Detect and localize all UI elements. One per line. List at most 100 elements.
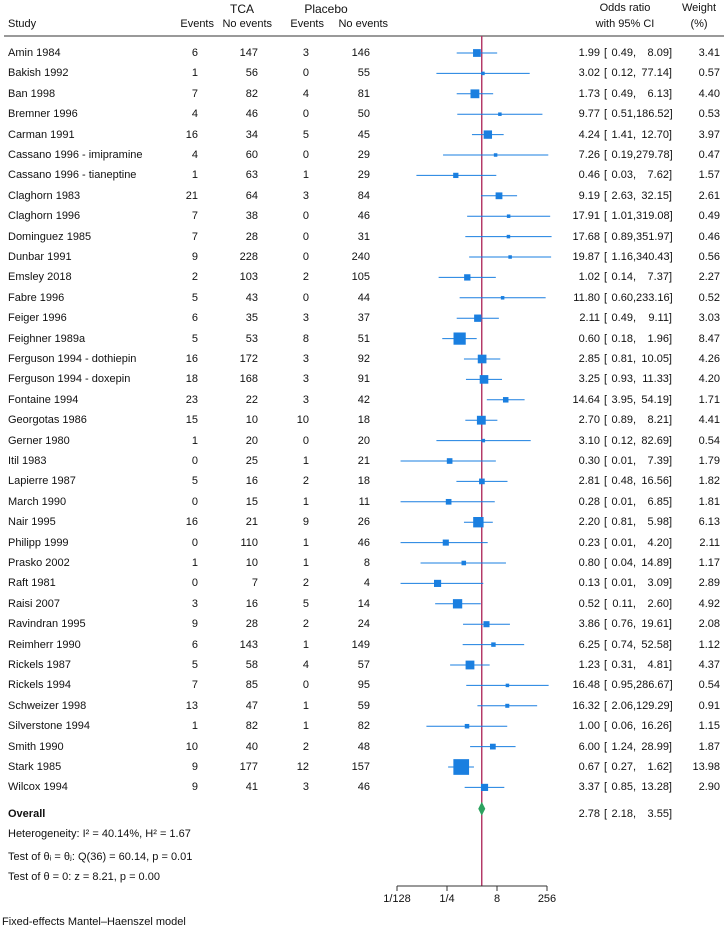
tca-no-events: 172 (239, 353, 258, 365)
tca-events: 21 (185, 189, 198, 202)
weight-value: 0.52 (698, 291, 720, 304)
study-name: Ferguson 1994 - dothiepin (8, 353, 137, 365)
ci-open-bracket: [ (604, 291, 608, 304)
ci-lower: 1.01, (611, 210, 636, 223)
tca-no-events: 38 (245, 210, 258, 223)
placebo-no-events: 37 (357, 312, 370, 325)
tca-no-events: 147 (239, 47, 258, 59)
placebo-no-events: 18 (357, 475, 370, 488)
placebo-no-events: 105 (351, 271, 370, 284)
weight-square (445, 498, 452, 505)
ci-upper: 7.39] (647, 455, 672, 467)
odds-ratio-header: Odds ratio (599, 2, 651, 14)
ci-upper: 129.29] (636, 699, 673, 712)
study-name: Prasko 2002 (8, 557, 70, 569)
tca-events: 2 (191, 271, 198, 284)
study-name: Philipp 1999 (8, 536, 69, 549)
tca-events: 7 (191, 87, 198, 100)
tca-no-events: 10 (245, 557, 258, 569)
odds-ratio-value: 14.64 (572, 393, 600, 406)
ci-open-bracket: [ (604, 312, 608, 325)
weight-value: 1.87 (698, 740, 720, 753)
tca-no-events-header: No events (222, 18, 272, 30)
ci-upper: 3.09] (647, 577, 672, 590)
study-name: Cassano 1996 - imipramine (8, 149, 143, 161)
placebo-events: 0 (302, 210, 309, 223)
placebo-no-events: 59 (357, 699, 370, 712)
ci-lower: 0.27, (611, 761, 636, 773)
ci-open-bracket: [ (604, 210, 608, 223)
study-name: Fabre 1996 (8, 291, 65, 304)
ci-open-bracket: [ (604, 781, 608, 794)
x-tick-label: 1/4 (439, 893, 455, 905)
placebo-events: 3 (302, 47, 309, 59)
odds-ratio-value: 2.70 (578, 414, 600, 427)
weight-value: 0.53 (698, 108, 720, 121)
ci-lower: 0.60, (611, 291, 636, 304)
odds-ratio-value: 19.87 (572, 251, 600, 263)
tca-events: 0 (191, 577, 198, 590)
odds-ratio-value: 6.00 (578, 740, 600, 753)
weight-square (480, 783, 489, 791)
placebo-no-events: 92 (357, 353, 370, 365)
ci-lower: 0.01, (611, 536, 636, 549)
study-name: Silverstone 1994 (8, 720, 90, 733)
weight-square (473, 49, 481, 57)
tca-events: 9 (191, 761, 198, 773)
weight-value: 2.89 (698, 577, 720, 590)
tca-no-events: 21 (245, 516, 258, 529)
study-name: Ferguson 1994 - doxepin (8, 373, 131, 386)
study-name: Gerner 1980 (8, 434, 70, 447)
weight-value: 0.54 (698, 679, 720, 692)
ci-upper: 1.96] (647, 332, 672, 345)
ci-upper: 52.58] (641, 638, 672, 651)
weight-value: 1.12 (698, 638, 720, 651)
placebo-no-events: 18 (357, 414, 370, 427)
ci-upper: 19.61] (641, 618, 672, 631)
tca-no-events: 60 (245, 149, 258, 161)
weight-square (464, 274, 471, 281)
ci-lower: 0.19, (611, 149, 636, 161)
ci-upper: 351.97] (636, 230, 673, 243)
placebo-no-events: 11 (358, 495, 370, 508)
study-name: Reimherr 1990 (8, 638, 81, 651)
study-name: Carman 1991 (8, 128, 75, 141)
placebo-no-events: 45 (357, 128, 370, 141)
tca-no-events: 16 (245, 597, 258, 610)
placebo-no-events: 46 (357, 210, 370, 223)
placebo-events: 9 (302, 516, 309, 529)
overall-ci-open: [ (604, 808, 608, 820)
odds-ratio-value: 1.00 (578, 720, 600, 733)
tca-events: 1 (191, 67, 198, 80)
ci-upper: 279.78] (636, 149, 673, 161)
overall-ci-low: 2.18, (611, 808, 636, 820)
placebo-events: 5 (302, 597, 309, 610)
ci-upper: 6.85] (647, 495, 672, 508)
ci-upper: 77.14] (641, 67, 672, 80)
odds-ratio-value: 1.23 (578, 659, 600, 671)
weight-value: 3.97 (698, 128, 720, 141)
weight-value: 0.56 (698, 251, 720, 263)
ci-open-bracket: [ (604, 618, 608, 631)
ci-open-bracket: [ (604, 271, 608, 284)
placebo-no-events: 31 (357, 230, 370, 243)
placebo-no-events: 21 (357, 455, 370, 467)
tca-no-events: 82 (245, 720, 258, 733)
weight-value: 8.47 (698, 332, 720, 345)
odds-ratio-value: 2.85 (578, 353, 600, 365)
placebo-events: 1 (302, 720, 309, 733)
ci-open-bracket: [ (604, 455, 608, 467)
ci-lower: 0.18, (611, 332, 636, 345)
ci-open-bracket: [ (604, 761, 608, 773)
overall-label: Overall (8, 808, 46, 820)
placebo-no-events: 4 (363, 577, 370, 590)
ci-upper: 340.43] (636, 251, 673, 263)
odds-ratio-value: 9.77 (578, 108, 600, 121)
ci-upper: 4.20] (647, 536, 672, 549)
placebo-events: 2 (302, 740, 309, 753)
weight-square (505, 703, 510, 708)
study-name: Claghorn 1996 (8, 210, 81, 223)
tca-events: 6 (191, 638, 198, 651)
ci-upper: 1.62] (647, 761, 672, 773)
